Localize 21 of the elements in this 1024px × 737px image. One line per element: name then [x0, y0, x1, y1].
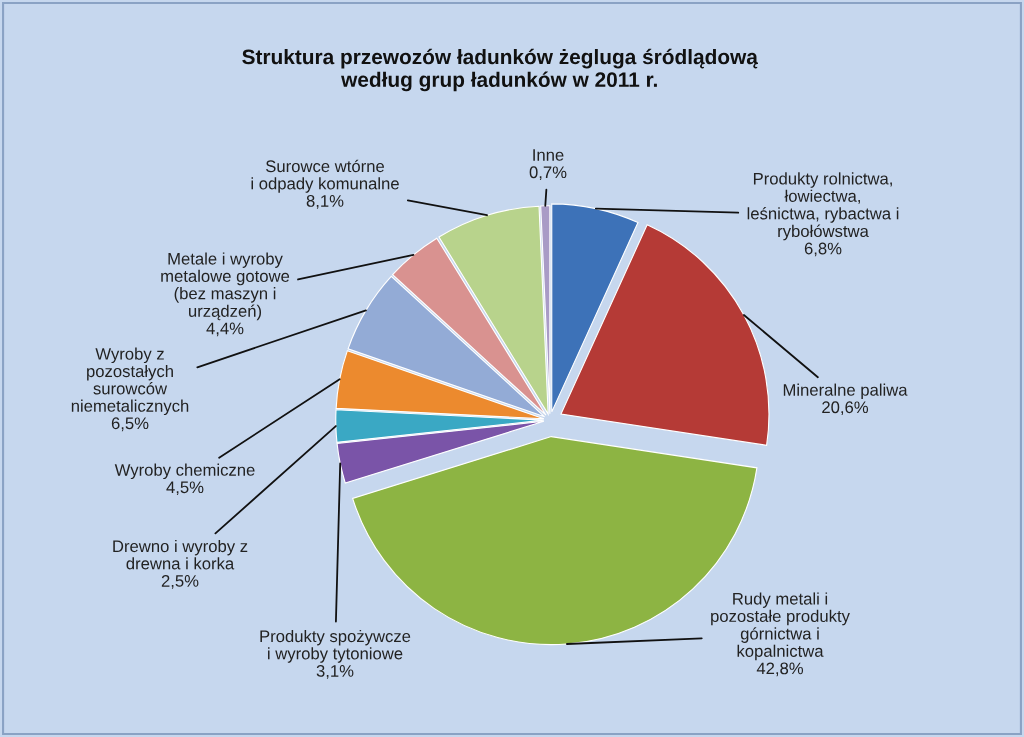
slice-label: Produkty rolnictwa, łowiectwa, leśnictwa, rybactwa i rybołówstwa	[747, 172, 899, 241]
data-label: 20,6%	[822, 401, 869, 416]
slice-label: Inne	[533, 149, 564, 161]
data-label: 0,7%	[529, 166, 567, 181]
data-label: 42,8%	[756, 662, 804, 677]
slice-label: Drewno i wyroby z drewna i korka	[113, 539, 248, 570]
slice-label: Wyroby chemiczne	[114, 463, 255, 480]
slice-label: Surowce wtórne i odpady komunalne	[251, 159, 399, 193]
slice-label: Wyroby z pozostałych surowców niemetalicznych	[71, 347, 189, 416]
data-label: 6,8%	[804, 242, 842, 257]
data-label: 4,5%	[166, 481, 204, 496]
data-label: 6,5%	[111, 417, 149, 432]
slice-label: Mineralne paliwa	[783, 383, 908, 400]
data-label: 8,1%	[306, 195, 344, 209]
chart-title: Struktura przewozów ładunków żegluga śródlądową według grup ładunków w 2011 r.	[242, 48, 758, 92]
data-label: 2,5%	[161, 575, 199, 589]
slice-label: Rudy metali i pozostałe produkty górnictwa i kopalnictwa	[711, 592, 850, 661]
data-label: 3,1%	[316, 665, 354, 679]
data-label: 4,4%	[206, 322, 244, 337]
slice-label: Metale i wyroby metalowe gotowe (bez maszyn i urządzeń)	[161, 252, 290, 321]
slice-label: Produkty spożywcze i wyroby tytoniowe	[260, 629, 411, 663]
